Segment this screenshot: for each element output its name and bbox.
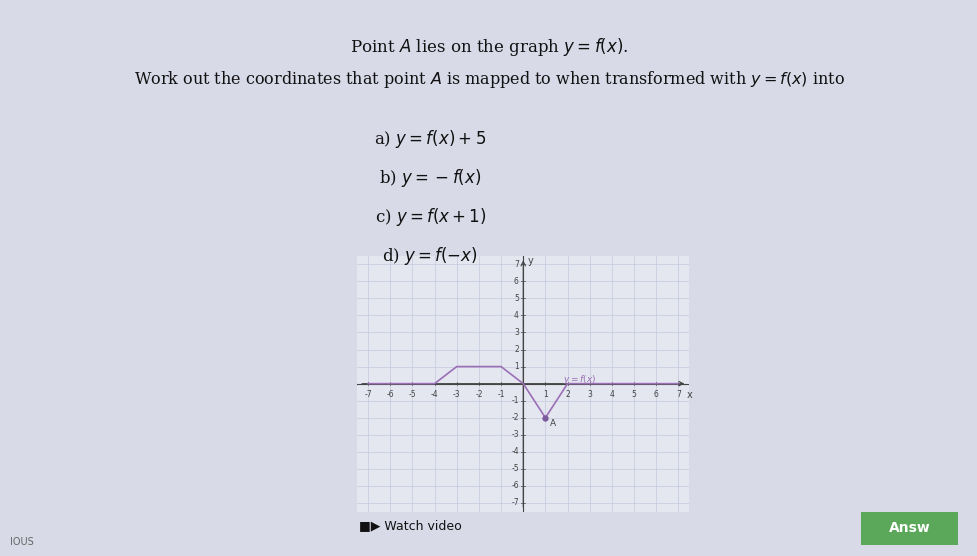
Text: 7: 7 <box>675 390 680 399</box>
Text: d) $y = f(-x)$: d) $y = f(-x)$ <box>382 245 478 267</box>
Text: 1: 1 <box>514 362 518 371</box>
Text: b) $y = -f(x)$: b) $y = -f(x)$ <box>379 167 481 189</box>
Text: Answ: Answ <box>888 521 929 535</box>
Text: 2: 2 <box>514 345 518 354</box>
Text: 6: 6 <box>513 277 518 286</box>
Text: Work out the coordinates that point $A$ is mapped to when transformed with $y = : Work out the coordinates that point $A$ … <box>134 70 843 91</box>
Text: a) $y = f(x) + 5$: a) $y = f(x) + 5$ <box>374 128 486 150</box>
Text: -6: -6 <box>511 481 518 490</box>
Text: 2: 2 <box>565 390 570 399</box>
Text: -6: -6 <box>386 390 394 399</box>
Text: -3: -3 <box>511 430 518 439</box>
Text: -5: -5 <box>408 390 416 399</box>
Text: 3: 3 <box>587 390 591 399</box>
Text: -4: -4 <box>430 390 438 399</box>
Text: 5: 5 <box>513 294 518 303</box>
Text: 4: 4 <box>609 390 614 399</box>
Text: x: x <box>686 390 692 400</box>
Text: 7: 7 <box>513 260 518 269</box>
Text: 6: 6 <box>654 390 658 399</box>
Text: -3: -3 <box>452 390 460 399</box>
Text: Point $A$ lies on the graph $y = f(x)$.: Point $A$ lies on the graph $y = f(x)$. <box>350 36 627 58</box>
Text: 1: 1 <box>542 390 547 399</box>
Text: $y = f(x)$: $y = f(x)$ <box>563 373 596 386</box>
Text: -5: -5 <box>511 464 518 473</box>
Text: -7: -7 <box>511 499 518 508</box>
Text: 4: 4 <box>513 311 518 320</box>
Text: -1: -1 <box>496 390 504 399</box>
Text: -4: -4 <box>511 448 518 456</box>
Text: -2: -2 <box>511 413 518 422</box>
Text: -7: -7 <box>363 390 371 399</box>
Text: A: A <box>549 419 555 429</box>
Text: ■▶ Watch video: ■▶ Watch video <box>359 519 462 532</box>
Text: IOUS: IOUS <box>10 537 33 547</box>
Text: 3: 3 <box>513 328 518 337</box>
Text: c) $y = f(x + 1)$: c) $y = f(x + 1)$ <box>374 206 486 228</box>
Text: 5: 5 <box>631 390 636 399</box>
Text: -2: -2 <box>475 390 483 399</box>
Text: y: y <box>528 256 532 266</box>
Text: -1: -1 <box>511 396 518 405</box>
